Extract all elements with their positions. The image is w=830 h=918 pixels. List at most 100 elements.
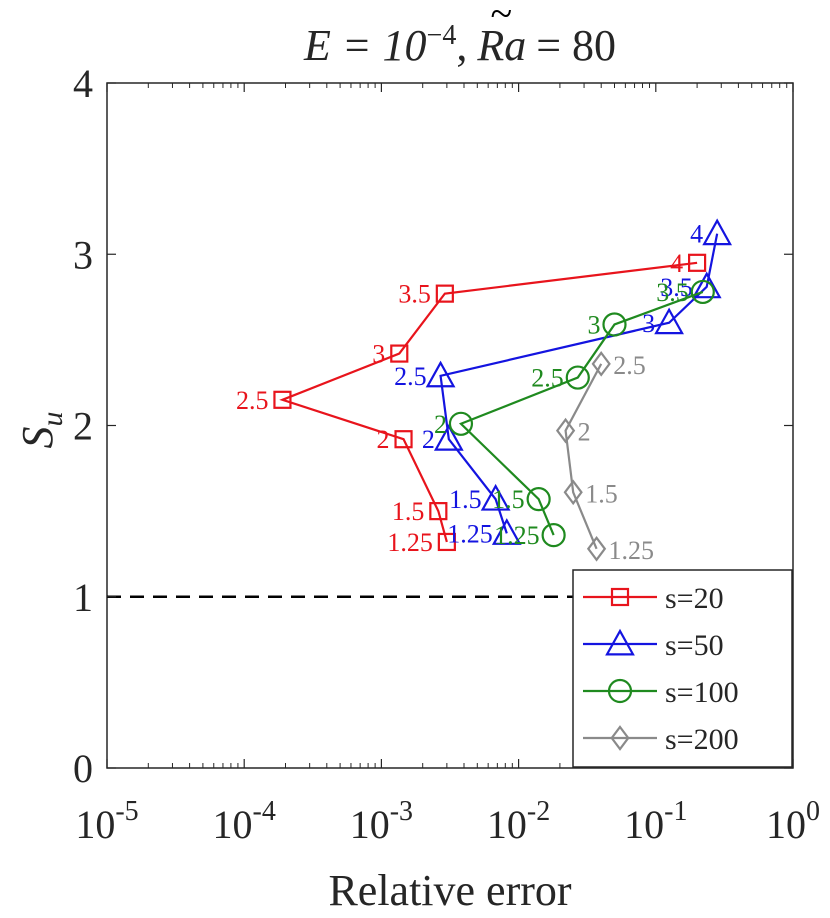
series-line [564, 363, 603, 550]
series-line [439, 233, 719, 534]
data-point-label: 4 [670, 249, 683, 278]
x-tick-label-exponent: 0 [806, 796, 820, 827]
legend: s=20 s=50 s=100 s=200 [572, 569, 793, 768]
x-axis-label: Relative error [328, 866, 571, 915]
svg-text:E = 10−4,Ra= 80: E = 10−4, Ra = 80 [303, 20, 616, 70]
title-e: E = 10 [303, 21, 427, 70]
y-axis: 0 1 2 3 4 [73, 61, 793, 791]
y-tick-label: 0 [73, 746, 93, 791]
data-point-marker [433, 423, 464, 451]
data-point-label: 2.5 [531, 364, 564, 393]
data-point-marker [491, 518, 522, 545]
data-point-marker [541, 522, 566, 548]
legend-entry: s=50 [583, 628, 724, 662]
data-point-label: 1.25 [447, 519, 493, 548]
title-separator: , [456, 21, 467, 70]
data-point-marker [437, 532, 456, 552]
series-line [279, 261, 698, 543]
series-s-20: 1.251.522.533.54 [236, 249, 707, 557]
data-point-label: 2 [434, 410, 447, 439]
legend-label: s=20 [665, 582, 724, 615]
y-tick-label: 1 [73, 575, 93, 620]
data-point-marker [654, 307, 684, 335]
data-point-marker [429, 502, 448, 521]
data-point-marker [555, 417, 576, 444]
legend-entry: s=20 [583, 582, 724, 615]
y-axis-label-main: S [13, 427, 62, 449]
x-axis: 10-5 10-4 10-3 10-2 10-1 100 [75, 83, 820, 847]
chart-title: E = 10−4, Ra = 80 ~ [303, 0, 616, 70]
data-point-marker [565, 365, 590, 390]
data-point-label: 4 [690, 220, 703, 249]
x-tick-label-exponent: -3 [390, 796, 413, 827]
data-point-label: 1.5 [585, 479, 618, 508]
y-axis-label-sub: u [36, 412, 69, 427]
x-tick-label-base: 10 [624, 802, 664, 847]
data-point-label: 1.5 [449, 485, 482, 514]
data-point-label: 2.5 [394, 362, 427, 391]
data-point-label: 2 [377, 425, 390, 454]
x-tick-label-exponent: -5 [115, 796, 138, 827]
legend-marker [607, 678, 633, 704]
data-point-marker [691, 271, 722, 299]
y-tick-label: 3 [73, 232, 93, 277]
x-tick-label-base: 10 [213, 802, 253, 847]
x-tick-label-base: 10 [766, 802, 806, 847]
x-tick-label: 10-3 [350, 796, 413, 847]
data-point-marker [688, 253, 707, 272]
data-point-marker [526, 487, 551, 512]
data-point-label: 2 [422, 425, 435, 454]
x-tick-label: 10-5 [75, 796, 138, 847]
x-tick-label-exponent: -2 [527, 796, 550, 827]
legend-label: s=100 [665, 676, 739, 709]
series-line [458, 290, 704, 536]
data-point-label: 1.5 [392, 497, 425, 526]
legend-entry: s=200 [583, 723, 739, 756]
legend-box [572, 569, 793, 768]
title-suffix: = 80 [536, 21, 616, 70]
data-point-label: 1.5 [492, 485, 525, 514]
data-point-marker [563, 479, 583, 506]
legend-marker [610, 725, 630, 751]
data-point-label: 3 [642, 309, 655, 338]
data-point-marker [448, 411, 474, 436]
data-point-label: 2 [578, 418, 591, 447]
data-point-label: 1.25 [609, 536, 655, 565]
legend-label: s=50 [665, 629, 724, 662]
x-tick-label: 10-4 [213, 796, 276, 847]
data-point-label: 3.5 [398, 280, 431, 309]
y-axis-label: Su [13, 412, 69, 449]
title-exponent: −4 [427, 20, 457, 51]
title-tilde: ~ [490, 0, 512, 36]
x-tick-label-exponent: -1 [664, 796, 687, 827]
data-point-marker [435, 284, 454, 303]
data-point-marker [591, 351, 611, 377]
data-point-label: 1.25 [494, 521, 540, 550]
legend-marker [610, 587, 630, 607]
legend-entry: s=100 [583, 676, 739, 709]
title-ra: Ra [476, 21, 526, 70]
data-point-label: 3 [587, 310, 600, 339]
series-s-100: 1.251.522.533.5 [434, 278, 715, 550]
data-point-label: 1.25 [387, 528, 433, 557]
x-tick-label-base: 10 [350, 802, 390, 847]
data-point-label: 2.5 [613, 351, 646, 380]
data-point-marker [602, 312, 627, 337]
y-tick-label: 2 [73, 404, 93, 449]
data-point-label: 3 [372, 340, 385, 369]
data-point-marker [690, 279, 715, 305]
data-point-marker [273, 390, 292, 409]
y-tick-label: 4 [73, 61, 93, 106]
x-tick-label-exponent: -4 [253, 796, 276, 827]
legend-label: s=200 [665, 723, 739, 756]
x-tick-label: 10-2 [487, 796, 550, 847]
x-tick-label: 100 [766, 796, 820, 847]
data-point-marker [425, 360, 456, 388]
x-tick-label-base: 10 [487, 802, 527, 847]
data-point-label: 2.5 [236, 386, 269, 415]
legend-marker [605, 628, 635, 656]
x-tick-label-base: 10 [75, 802, 115, 847]
data-point-marker [702, 218, 733, 246]
